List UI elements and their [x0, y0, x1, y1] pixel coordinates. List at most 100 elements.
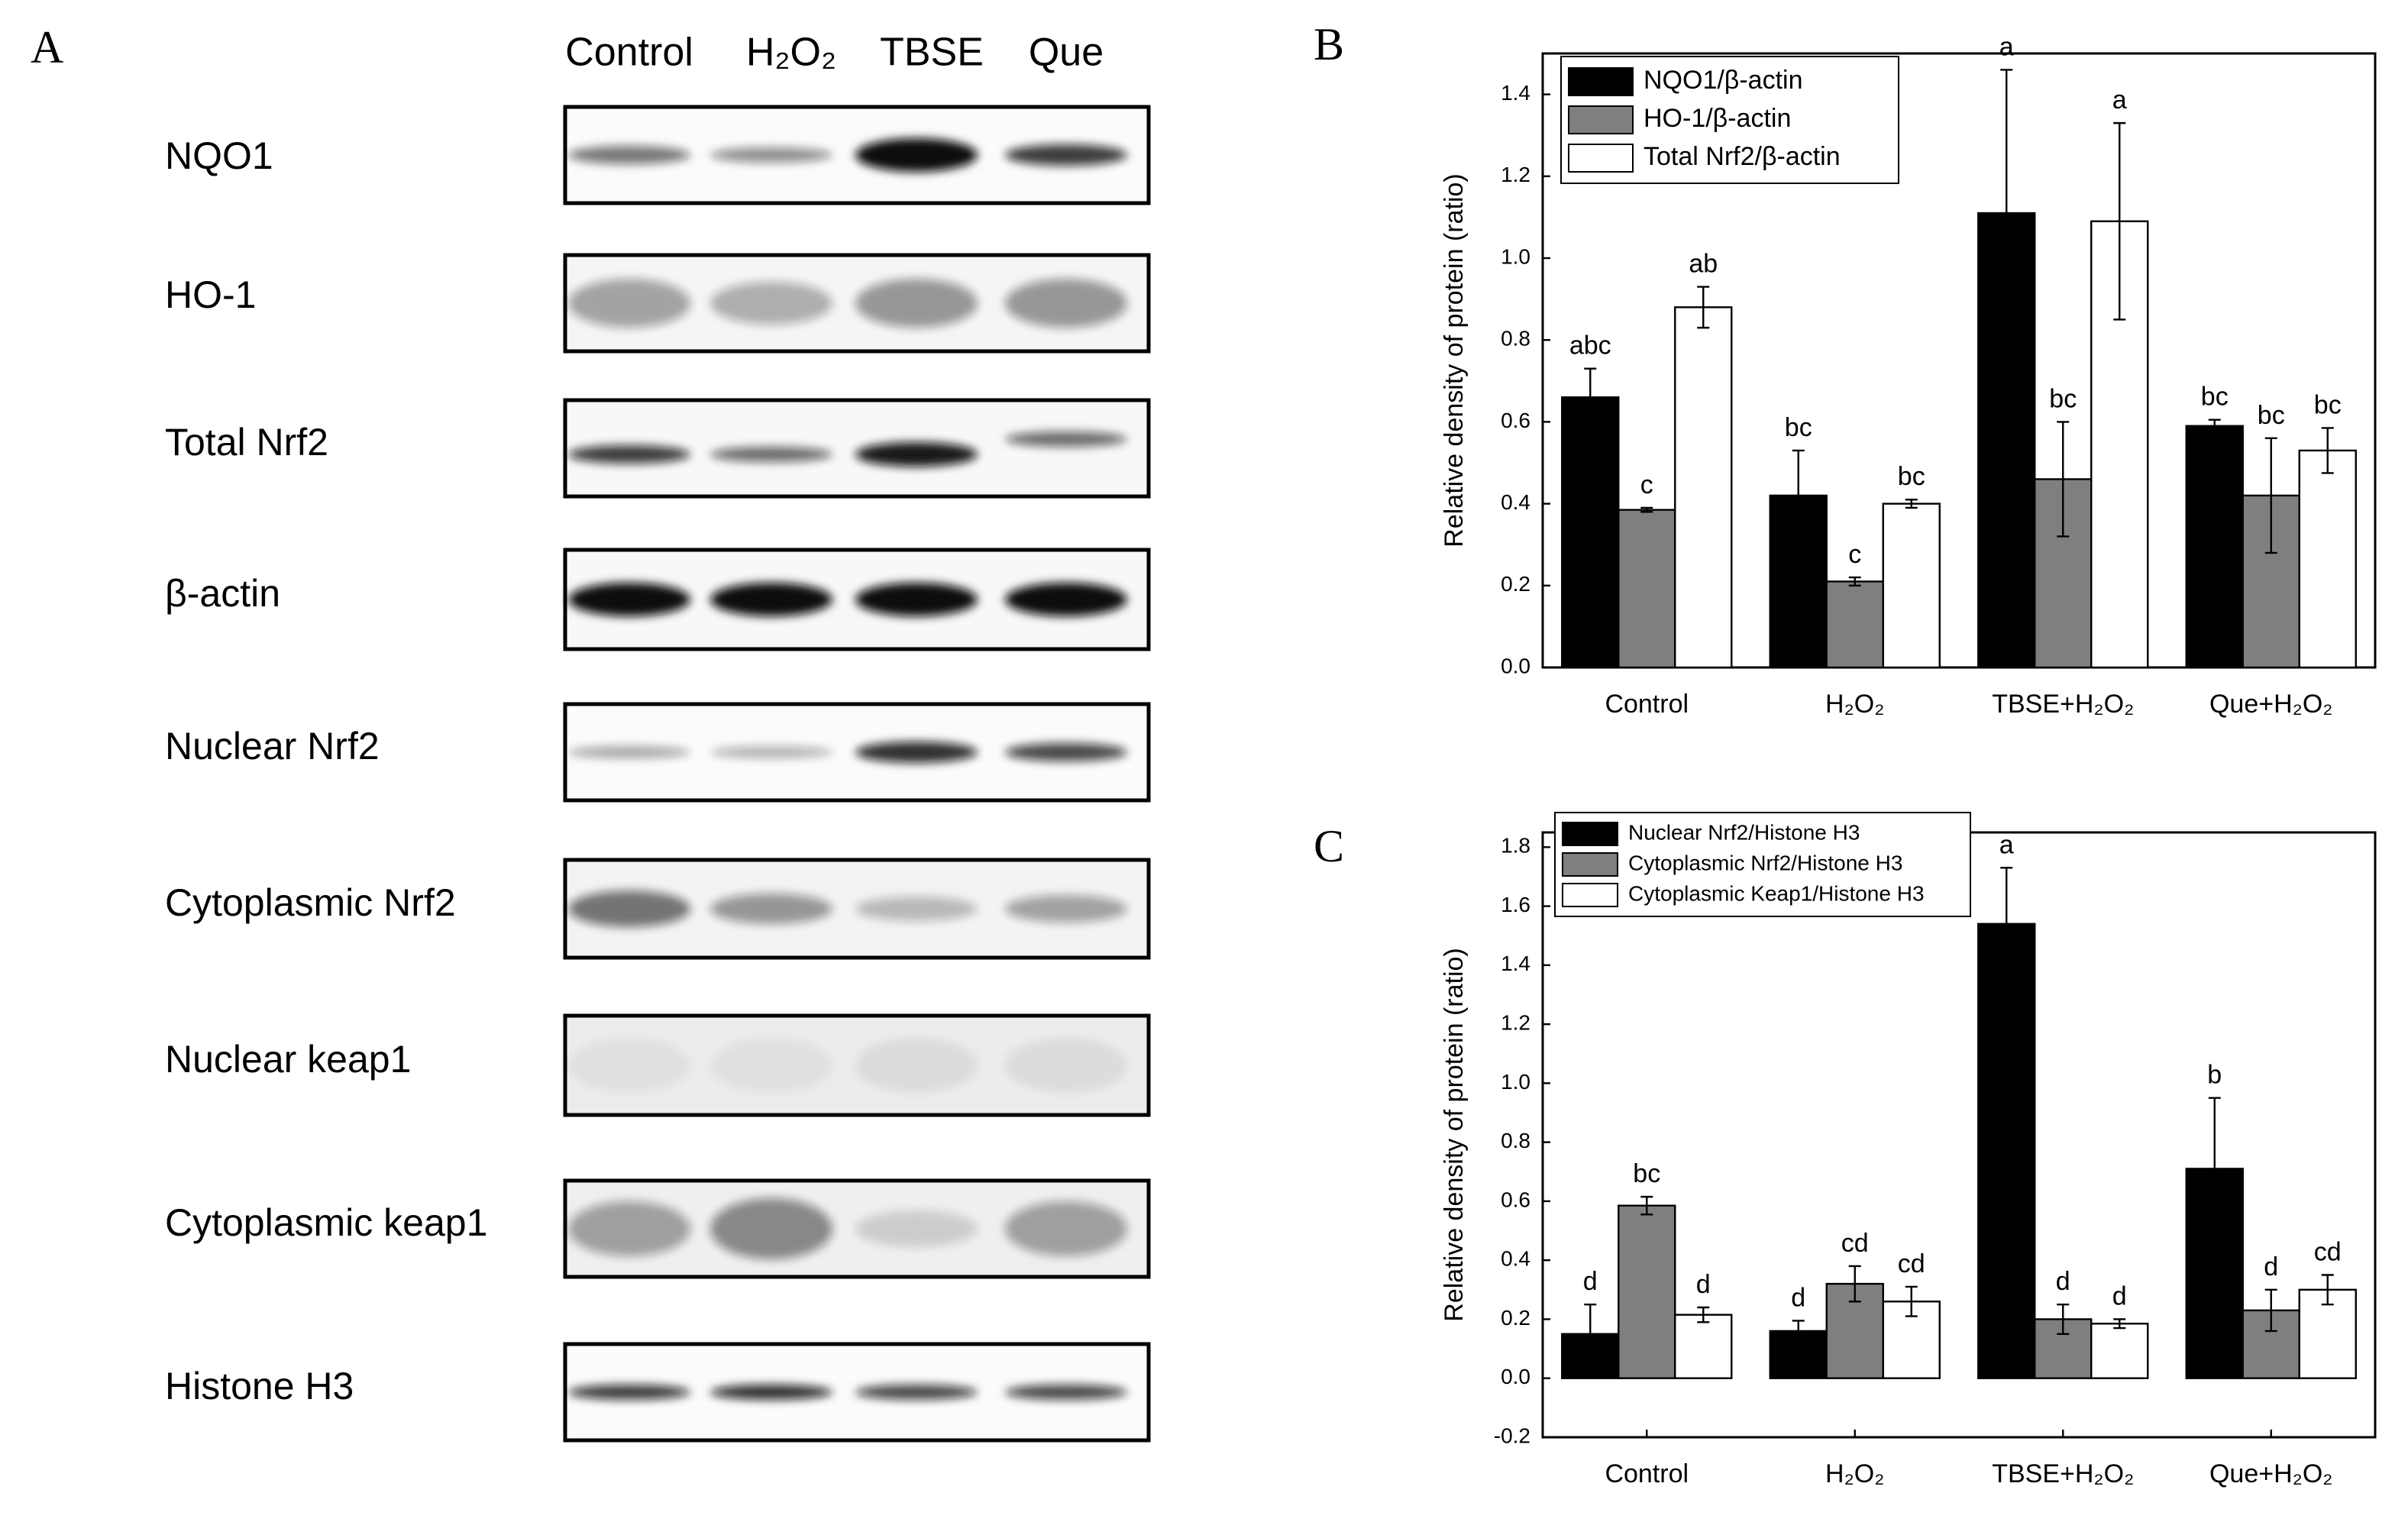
- y-tick-label: 0.4: [1501, 490, 1530, 514]
- error-bar: [2321, 1274, 2334, 1306]
- significance-label: d: [1696, 1270, 1711, 1299]
- significance-label: a: [1999, 32, 2014, 61]
- y-tick-label: 0.0: [1501, 654, 1530, 677]
- band: [568, 746, 690, 758]
- legend-label: Total Nrf2/β-actin: [1644, 142, 1841, 171]
- legend-swatch: [1568, 67, 1634, 96]
- error-bar: [2264, 1288, 2277, 1333]
- error-bar: [1584, 367, 1597, 427]
- band: [568, 445, 690, 464]
- y-tick-label: 1.2: [1501, 163, 1530, 186]
- band: [568, 1385, 690, 1400]
- error-bar: [2321, 427, 2334, 474]
- y-tick-label: 0.8: [1501, 327, 1530, 351]
- row-label: Cytoplasmic Nrf2: [165, 881, 456, 924]
- x-tick-label: TBSE+H₂O₂: [1992, 1459, 2134, 1488]
- band: [710, 282, 832, 325]
- y-tick-label: 0.6: [1501, 409, 1530, 432]
- row-label: Total Nrf2: [165, 421, 328, 464]
- legend-label: Cytoplasmic Keap1/Histone H3: [1628, 881, 1925, 905]
- band: [568, 279, 690, 328]
- band: [1005, 1385, 1127, 1400]
- band: [710, 447, 832, 462]
- error-bar: [1697, 286, 1710, 329]
- error-bar: [1905, 1285, 1918, 1317]
- y-tick-label: 1.8: [1501, 834, 1530, 858]
- row-label: Nuclear Nrf2: [165, 725, 380, 767]
- band: [1005, 279, 1127, 328]
- significance-label: d: [2264, 1252, 2278, 1281]
- error-bar: [2113, 1318, 2126, 1330]
- significance-label: d: [2112, 1281, 2127, 1310]
- significance-label: abc: [1569, 331, 1611, 360]
- significance-label: bc: [2049, 384, 2077, 413]
- significance-label: bc: [1633, 1159, 1660, 1188]
- legend-label: HO-1/β-actin: [1644, 104, 1791, 133]
- significance-label: a: [1999, 830, 2014, 859]
- bar: [2090, 1323, 2149, 1379]
- y-tick-label: 0.4: [1501, 1247, 1530, 1271]
- band: [1005, 743, 1127, 761]
- legend-label: NQO1/β-actin: [1644, 66, 1803, 95]
- significance-label: d: [2056, 1267, 2070, 1296]
- band: [855, 742, 978, 763]
- row-label: NQO1: [165, 134, 273, 177]
- panel-label: B: [1314, 19, 1344, 69]
- band: [710, 1198, 832, 1259]
- legend-swatch: [1568, 105, 1634, 134]
- significance-label: bc: [2314, 390, 2342, 419]
- legend-swatch: [1568, 144, 1634, 173]
- bar: [1882, 502, 1941, 669]
- significance-label: bc: [2201, 383, 2229, 412]
- error-bar: [1640, 1195, 1653, 1216]
- y-tick-label: 0.2: [1501, 1306, 1530, 1330]
- row-label: HO-1: [165, 273, 256, 316]
- significance-label: a: [2112, 86, 2127, 115]
- x-tick-label: Control: [1605, 690, 1689, 719]
- error-bar: [1792, 1320, 1805, 1343]
- error-bar: [2000, 69, 2013, 357]
- y-tick-label: 1.4: [1501, 81, 1530, 105]
- significance-label: bc: [1898, 462, 1925, 491]
- error-bar: [1792, 449, 1805, 542]
- y-tick-label: 1.0: [1501, 244, 1530, 268]
- y-tick-label: 0.8: [1501, 1129, 1530, 1152]
- plot-frame: [1541, 52, 2377, 669]
- band: [710, 147, 832, 163]
- band: [855, 1385, 978, 1400]
- error-bar: [2264, 437, 2277, 554]
- error-bar: [2208, 1097, 2221, 1241]
- significance-label: d: [1583, 1267, 1598, 1296]
- error-bar: [1697, 1306, 1710, 1323]
- error-bar: [2057, 1303, 2070, 1335]
- band: [710, 1038, 832, 1093]
- bar: [1618, 1204, 1676, 1379]
- band: [855, 1210, 978, 1247]
- y-tick-label: -0.2: [1494, 1423, 1530, 1447]
- band: [855, 1038, 978, 1093]
- significance-label: cd: [1898, 1249, 1925, 1278]
- y-tick-label: 0.0: [1501, 1365, 1530, 1388]
- panel-label: A: [31, 22, 63, 73]
- y-tick-label: 0.6: [1501, 1188, 1530, 1211]
- band: [1005, 431, 1127, 447]
- row-label: Histone H3: [165, 1365, 354, 1407]
- lane-label: Que: [1029, 31, 1104, 75]
- band: [855, 279, 978, 328]
- legend-label: Nuclear Nrf2/Histone H3: [1628, 820, 1860, 844]
- band: [855, 138, 978, 172]
- error-bar: [1905, 499, 1918, 509]
- band: [855, 583, 978, 616]
- error-bar: [2208, 418, 2221, 433]
- x-tick-label: Control: [1605, 1459, 1689, 1488]
- lane-label: TBSE: [880, 31, 984, 75]
- x-tick-label: Que+H₂O₂: [2209, 1459, 2333, 1488]
- bar: [2185, 425, 2244, 669]
- error-bar: [1640, 506, 1653, 513]
- bar: [1674, 306, 1733, 669]
- row-label: Cytoplasmic keap1: [165, 1201, 487, 1244]
- legend-swatch: [1562, 822, 1618, 846]
- panel-label: C: [1314, 821, 1344, 871]
- bar: [1825, 580, 1884, 669]
